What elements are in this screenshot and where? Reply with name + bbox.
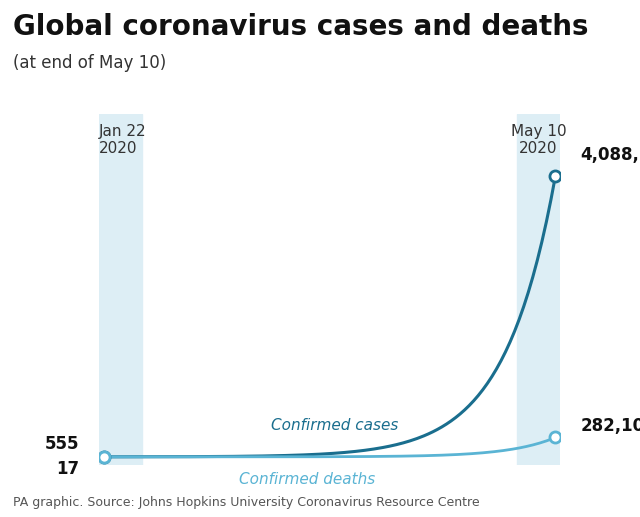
- Text: 555: 555: [44, 435, 79, 453]
- Bar: [517, 114, 560, 465]
- Text: PA graphic. Source: Johns Hopkins University Coronavirus Resource Centre: PA graphic. Source: Johns Hopkins Univer…: [13, 496, 479, 509]
- Bar: [99, 114, 142, 465]
- Text: 17: 17: [56, 460, 79, 478]
- Text: May 10
2020: May 10 2020: [511, 124, 566, 157]
- Text: 4,088,393: 4,088,393: [580, 146, 640, 164]
- Text: Confirmed deaths: Confirmed deaths: [239, 473, 376, 488]
- Text: Confirmed cases: Confirmed cases: [271, 418, 398, 433]
- Text: Global coronavirus cases and deaths: Global coronavirus cases and deaths: [13, 13, 588, 41]
- Text: Jan 22
2020: Jan 22 2020: [99, 124, 147, 157]
- Text: (at end of May 10): (at end of May 10): [13, 54, 166, 72]
- Text: 282,104: 282,104: [580, 417, 640, 435]
